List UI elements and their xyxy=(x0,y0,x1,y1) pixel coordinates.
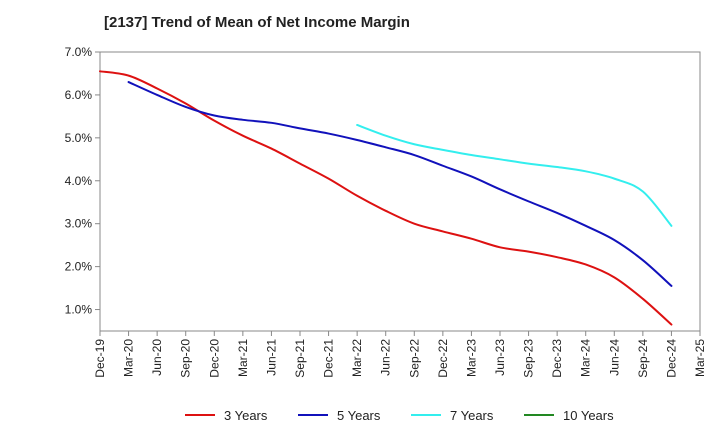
x-tick-label: Mar-20 xyxy=(122,339,136,377)
y-tick-label: 7.0% xyxy=(65,45,93,59)
x-tick-label: Dec-23 xyxy=(550,339,564,378)
x-tick-label: Jun-20 xyxy=(150,339,164,376)
x-tick-label: Sep-24 xyxy=(636,339,650,378)
y-tick-label: 1.0% xyxy=(65,303,93,317)
series-line-7-years xyxy=(356,123,673,227)
x-axis: Dec-19 Mar-20 Jun-20 Sep-20 Dec-20 Mar-21 Jun-… xyxy=(93,331,707,378)
x-tick-label: Dec-24 xyxy=(664,339,678,378)
x-tick-label: Dec-21 xyxy=(322,339,336,378)
x-tick-label: Mar-24 xyxy=(579,339,593,377)
chart-title: [2137] Trend of Mean of Net Income Margi… xyxy=(104,14,410,31)
legend-label-10-years: 10 Years xyxy=(563,408,614,423)
x-tick-label: Sep-21 xyxy=(293,339,307,378)
legend-label-7-years: 7 Years xyxy=(450,408,494,423)
y-axis: 1.0% 2.0% 3.0% 4.0% 5.0% 6.0% 7.0% xyxy=(65,45,100,317)
y-tick-label: 5.0% xyxy=(65,131,93,145)
x-tick-label: Dec-20 xyxy=(207,339,221,378)
x-tick-label: Mar-21 xyxy=(236,339,250,377)
legend-label-5-years: 5 Years xyxy=(337,408,381,423)
y-tick-label: 3.0% xyxy=(65,217,93,231)
series-line-5-years xyxy=(127,81,673,287)
x-tick-label: Mar-25 xyxy=(693,339,707,377)
x-tick-label: Sep-23 xyxy=(522,339,536,378)
x-tick-label: Jun-21 xyxy=(264,339,278,376)
x-tick-label: Sep-20 xyxy=(179,339,193,378)
x-tick-label: Sep-22 xyxy=(407,339,421,378)
plot-border xyxy=(99,51,701,332)
y-tick-label: 4.0% xyxy=(65,174,93,188)
x-tick-label: Dec-22 xyxy=(436,339,450,378)
series-line-3-years xyxy=(99,70,673,326)
series-layer xyxy=(99,70,673,326)
x-tick-label: Dec-19 xyxy=(93,339,107,378)
plot-area xyxy=(99,51,701,332)
x-tick-label: Mar-23 xyxy=(464,339,478,377)
x-tick-label: Jun-24 xyxy=(607,339,621,376)
x-tick-label: Mar-22 xyxy=(350,339,364,377)
x-tick-label: Jun-22 xyxy=(379,339,393,376)
y-tick-label: 2.0% xyxy=(65,260,93,274)
x-tick-label: Jun-23 xyxy=(493,339,507,376)
legend-label-3-years: 3 Years xyxy=(224,408,268,423)
y-tick-label: 6.0% xyxy=(65,88,93,102)
legend: 3 Years 5 Years 7 Years 10 Years xyxy=(185,408,614,423)
